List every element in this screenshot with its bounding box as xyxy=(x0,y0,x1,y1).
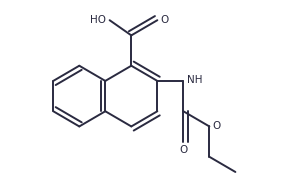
Text: O: O xyxy=(161,15,169,25)
Text: O: O xyxy=(213,121,221,131)
Text: O: O xyxy=(179,145,188,155)
Text: NH: NH xyxy=(187,75,202,85)
Text: HO: HO xyxy=(90,15,106,25)
